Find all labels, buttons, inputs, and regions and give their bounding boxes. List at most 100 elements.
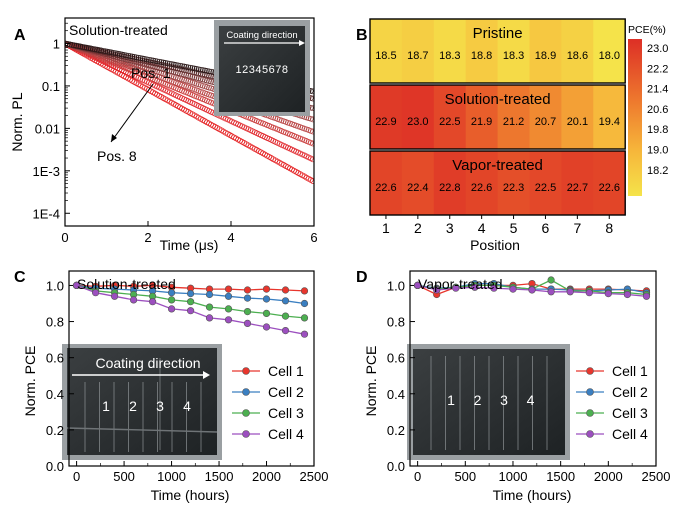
x-tick-label: 1500 (205, 469, 234, 484)
inset-cell-number: 1 (102, 398, 110, 414)
heatmap-cell (401, 85, 435, 149)
heatmap-value: 18.8 (471, 50, 492, 62)
heatmap-cells: 18.5 18.7 18.3 18.8 18.3 18.9 18.6 18.0 Pristine… (369, 18, 626, 216)
heatmap-row-label: Pristine (473, 25, 523, 42)
heatmap-value: 18.6 (567, 50, 588, 62)
pl-point-pos-6 (204, 77, 210, 84)
panel-a: 0 2 4 6 1 0.1 0.01 1E-3 1E-4 Solution-treated Ti… (9, 17, 318, 253)
data-point-cell-1 (262, 285, 271, 293)
x-tick-label: 500 (113, 469, 135, 484)
x-tick-label: 0 (61, 230, 68, 245)
pl-point-pos-7 (309, 95, 314, 102)
heatmap-cell (593, 19, 626, 83)
data-point-cell-3 (547, 276, 555, 284)
heatmap-value: 20.1 (567, 116, 588, 128)
data-point-cell-4 (604, 290, 612, 298)
pl-point-pos-8 (79, 43, 86, 50)
heatmap-value: 18.3 (439, 50, 460, 62)
y-tick-label: 0.1 (42, 79, 60, 94)
panel-a-xlabel: Time (μs) (160, 237, 219, 253)
panel-label-d: D (356, 269, 368, 286)
pl-point-pos-8 (199, 67, 206, 73)
heatmap-row-frame (369, 150, 626, 216)
x-tick-label: 0 (414, 469, 421, 484)
x-tick-label: 1 (382, 220, 390, 236)
heatmap-cell (465, 151, 498, 215)
colorbar-title: PCE(%) (628, 24, 666, 36)
y-tick-label: 1E-3 (33, 164, 60, 179)
pl-point-pos-8 (166, 60, 173, 67)
pl-point-pos-8 (202, 67, 208, 74)
data-point-cell-4 (623, 290, 632, 299)
panel-c-xlabel: Time (hours) (151, 487, 230, 503)
pl-point-pos-8 (89, 45, 96, 52)
legend-label: Cell 2 (612, 384, 648, 400)
pl-point-pos-8 (92, 46, 98, 53)
colorbar-tick-label: 19.8 (647, 124, 668, 136)
heatmap-value: 22.5 (439, 116, 460, 128)
heatmap-cell (561, 151, 594, 215)
inset-coating-direction-a: Coating direction (226, 30, 297, 41)
heatmap-value: 22.6 (375, 182, 396, 194)
pl-point-pos-8 (102, 48, 109, 55)
data-point-cell-1 (300, 287, 309, 295)
heatmap-value: 22.6 (599, 182, 620, 194)
annotation-arrowhead (111, 134, 117, 142)
panel-a-title: Solution-treated (69, 22, 168, 38)
data-point-cell-2 (281, 297, 290, 305)
pl-point-pos-8 (129, 53, 136, 60)
x-tick-label: 1000 (157, 469, 186, 484)
pl-point-pos-8 (131, 54, 138, 60)
pl-point-pos-8 (85, 45, 92, 51)
panel-d-inset-photo: 1 2 3 4 (407, 344, 570, 460)
legend-label: Cell 3 (268, 405, 304, 421)
data-point-cell-4 (490, 284, 498, 292)
panel-b-xlabel: Position (470, 237, 520, 253)
legend-marker (242, 430, 250, 438)
pl-point-pos-8 (156, 58, 163, 65)
data-point-cell-3 (187, 298, 195, 306)
data-point-cell-4 (91, 289, 100, 297)
data-point-cell-2 (224, 292, 233, 300)
heatmap-cell (433, 151, 467, 215)
legend-marker (586, 388, 594, 396)
data-point-cell-3 (168, 296, 176, 304)
y-tick-label: 1E-4 (33, 206, 60, 221)
data-point-cell-4 (149, 298, 157, 306)
pl-point-pos-8 (158, 59, 165, 65)
pl-point-pos-8 (123, 52, 129, 59)
panel-c-title: Solution-treated (77, 276, 176, 292)
y-tick-label: 0.8 (387, 315, 405, 330)
pl-point-pos-8 (152, 58, 158, 64)
x-tick-label: 8 (605, 220, 613, 236)
heatmap-cell (370, 85, 403, 149)
heatmap-value: 18.5 (375, 50, 396, 62)
pl-point-pos-8 (175, 62, 181, 69)
data-point-cell-2 (205, 290, 214, 299)
heatmap-cell (561, 85, 594, 149)
inset-coating-direction-c: Coating direction (95, 355, 200, 371)
panel-label-a: A (14, 27, 26, 44)
data-point-cell-4 (187, 307, 195, 315)
data-point-cell-4 (471, 283, 479, 291)
heatmap-cell (561, 19, 594, 83)
pl-point-pos-8 (148, 57, 154, 63)
data-point-cell-4 (262, 323, 271, 331)
pl-point-pos-8 (168, 61, 175, 67)
pl-point-pos-8 (204, 68, 210, 74)
pl-point-pos-8 (83, 44, 90, 51)
panel-c: Coating direction 1 2 3 4 0 500 1000 1500 2000 2… (22, 270, 328, 503)
heatmap-cell (465, 19, 498, 83)
pl-point-pos-4 (309, 128, 314, 135)
pl-point-pos-8 (100, 47, 107, 54)
heatmap-cell (593, 85, 626, 149)
heatmap-value: 18.0 (599, 50, 620, 62)
heatmap-row-frame (369, 18, 626, 84)
axes-frame (409, 270, 657, 467)
x-tick-label: 1000 (499, 469, 528, 484)
legend-marker (242, 388, 250, 396)
pl-point-pos-8 (177, 62, 183, 69)
legend-marker (586, 409, 594, 417)
heatmap-value: 22.8 (439, 182, 460, 194)
